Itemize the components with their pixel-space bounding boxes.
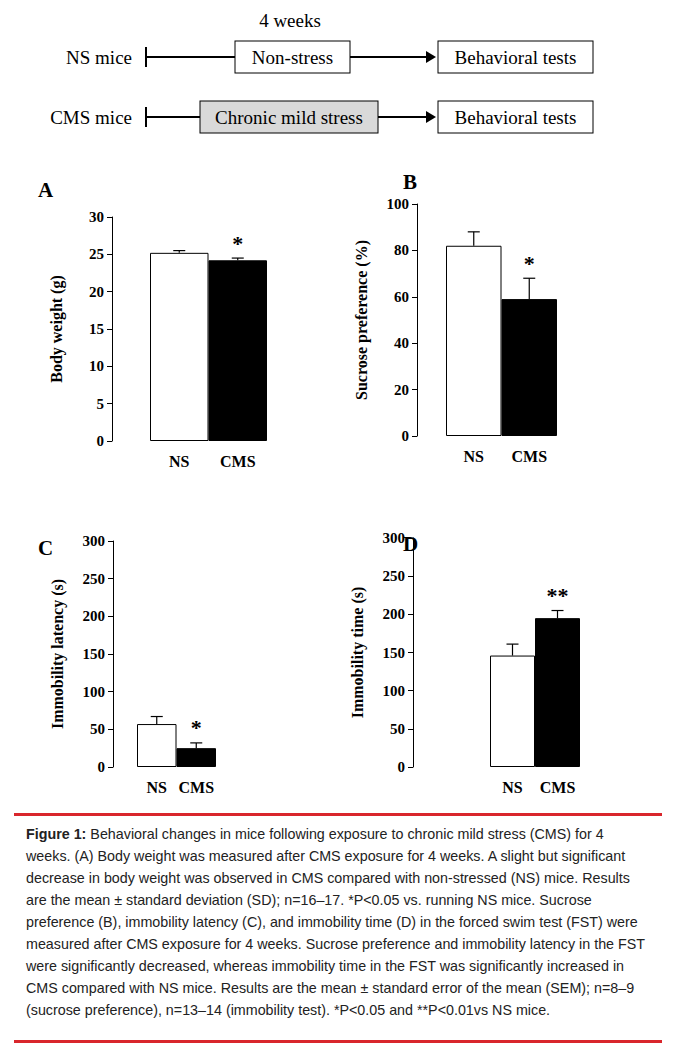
svg-text:B: B	[403, 170, 417, 194]
svg-text:A: A	[38, 178, 54, 202]
svg-text:Immobility latency (s): Immobility latency (s)	[49, 579, 67, 729]
svg-text:NS: NS	[169, 453, 190, 470]
svg-text:300: 300	[383, 530, 406, 546]
svg-text:NS: NS	[502, 779, 523, 796]
svg-text:CMS: CMS	[511, 448, 547, 465]
svg-text:0: 0	[97, 433, 105, 449]
svg-text:D: D	[403, 532, 418, 556]
svg-text:20: 20	[89, 284, 104, 300]
svg-text:40: 40	[394, 335, 409, 351]
svg-text:NS mice: NS mice	[66, 47, 132, 68]
svg-text:NS: NS	[147, 779, 168, 796]
svg-text:50: 50	[390, 721, 405, 737]
svg-text:Behavioral tests: Behavioral tests	[455, 47, 577, 68]
svg-text:Non-stress: Non-stress	[252, 47, 333, 68]
svg-text:15: 15	[89, 321, 104, 337]
html-text:Figure 1: Behavioral changes i: Figure 1: Behavioral changes in mice fol…	[26, 826, 645, 1018]
svg-text:Sucrose preference (%): Sucrose preference (%)	[353, 240, 371, 400]
svg-text:CMS: CMS	[178, 779, 214, 796]
svg-text:150: 150	[83, 646, 106, 662]
svg-text:200: 200	[383, 606, 406, 622]
svg-text:80: 80	[394, 242, 409, 258]
svg-text:0: 0	[98, 759, 106, 775]
svg-text:5: 5	[97, 396, 105, 412]
svg-text:50: 50	[90, 721, 105, 737]
svg-text:Behavioral tests: Behavioral tests	[455, 107, 577, 128]
svg-text:CMS mice: CMS mice	[50, 107, 132, 128]
svg-text:Body weight (g): Body weight (g)	[48, 275, 66, 383]
svg-text:CMS: CMS	[540, 779, 576, 796]
svg-text:Chronic mild stress: Chronic mild stress	[215, 107, 363, 128]
svg-text:4 weeks: 4 weeks	[259, 10, 321, 31]
svg-text:Immobility time (s): Immobility time (s)	[349, 587, 367, 719]
svg-text:CMS: CMS	[220, 453, 256, 470]
svg-text:100: 100	[383, 683, 406, 699]
svg-text:*: *	[524, 251, 535, 276]
svg-text:20: 20	[394, 382, 409, 398]
svg-text:60: 60	[394, 289, 409, 305]
svg-text:150: 150	[383, 645, 406, 661]
svg-text:10: 10	[89, 358, 104, 374]
svg-text:**: **	[547, 583, 569, 608]
svg-text:100: 100	[83, 684, 106, 700]
svg-text:300: 300	[83, 533, 106, 549]
svg-text:250: 250	[83, 571, 106, 587]
svg-text:30: 30	[89, 209, 104, 225]
svg-text:*: *	[191, 715, 202, 740]
svg-text:0: 0	[402, 428, 410, 444]
svg-text:C: C	[38, 536, 53, 560]
svg-text:200: 200	[83, 608, 106, 624]
svg-text:25: 25	[89, 246, 104, 262]
svg-text:0: 0	[398, 759, 406, 775]
svg-text:250: 250	[383, 568, 406, 584]
svg-text:NS: NS	[464, 448, 485, 465]
svg-text:100: 100	[387, 196, 410, 212]
svg-text:*: *	[232, 231, 243, 256]
